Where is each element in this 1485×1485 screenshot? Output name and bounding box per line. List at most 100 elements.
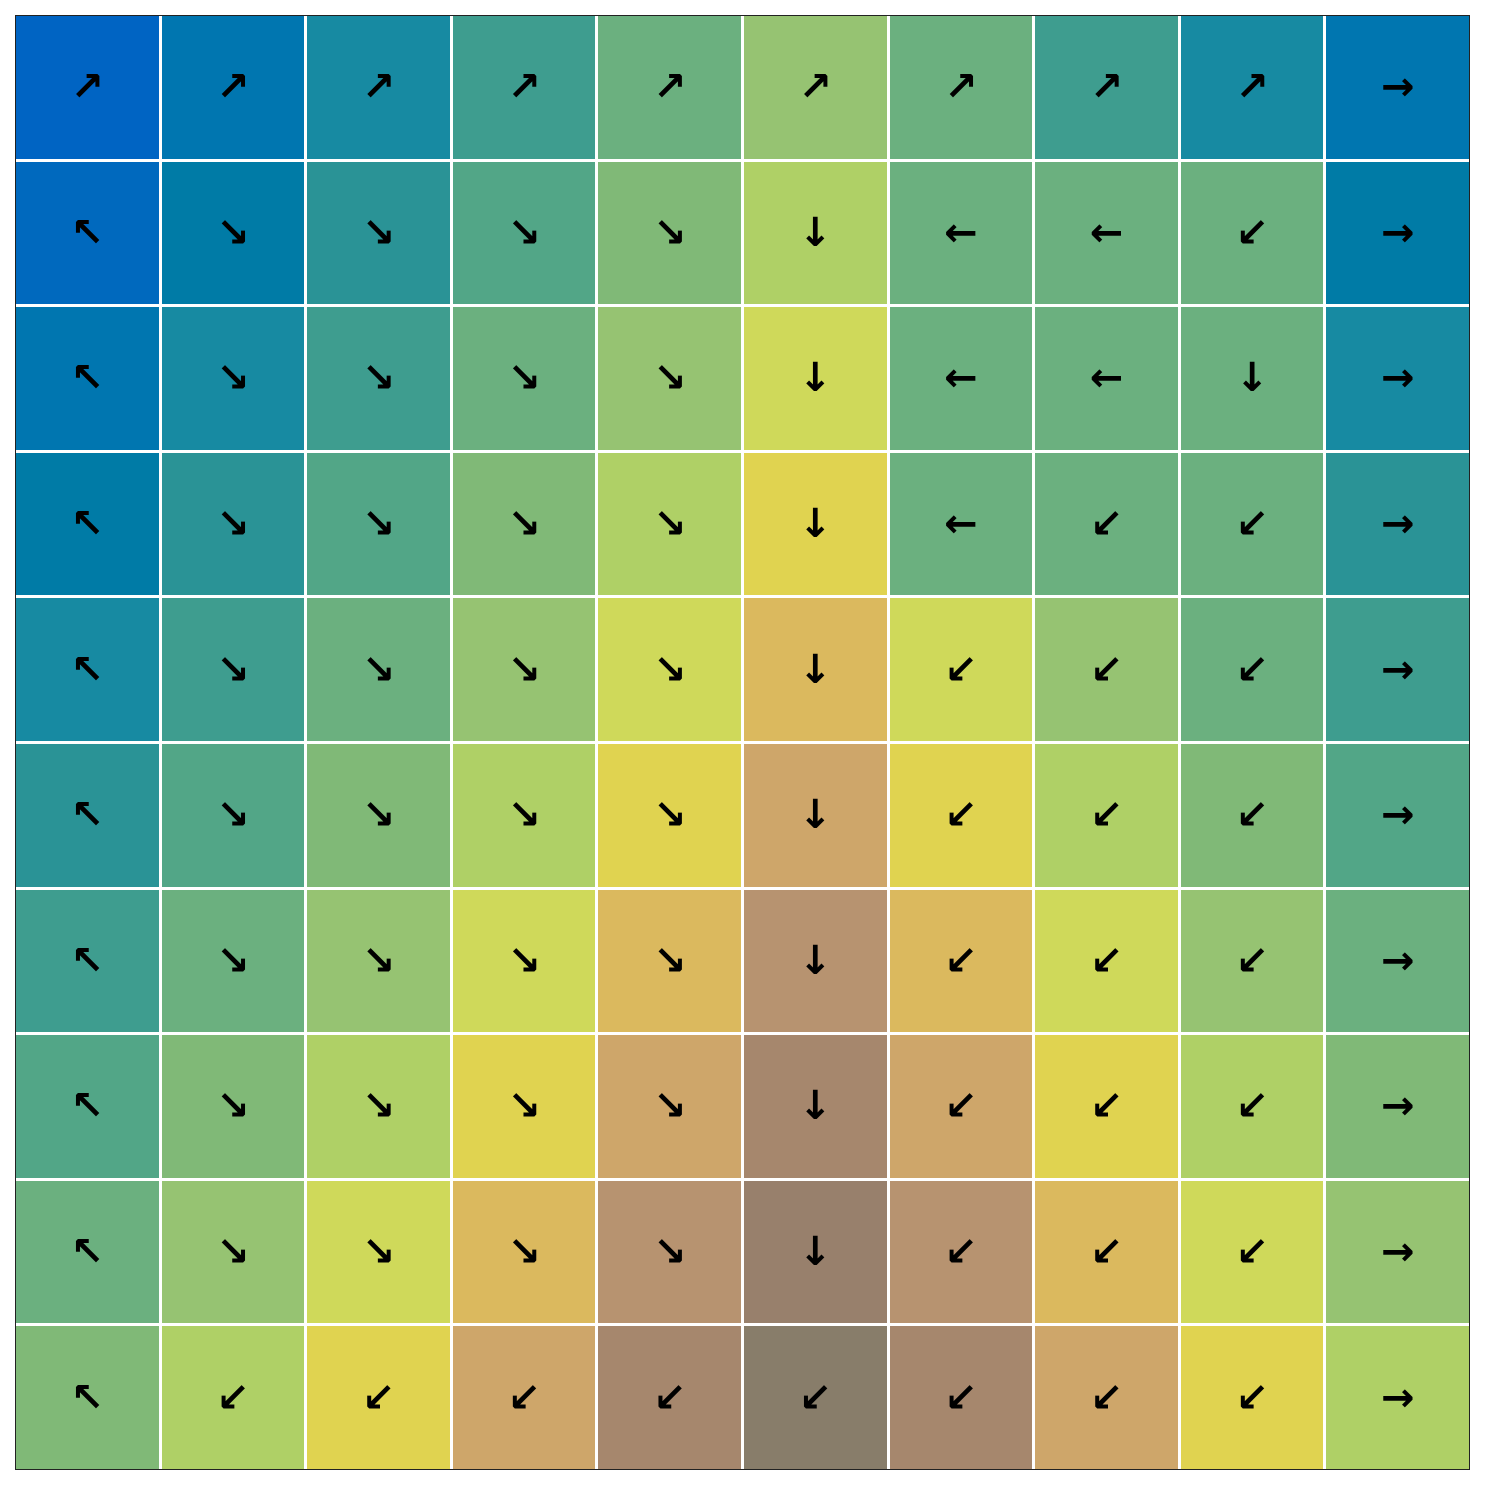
arrow-icon: ↖ xyxy=(70,937,105,984)
arrow-icon: ↘ xyxy=(652,1083,687,1130)
arrow-icon: ↗ xyxy=(944,64,978,111)
arrow-icon: → xyxy=(1380,646,1415,693)
grid-cell-r2-c9: → xyxy=(1326,307,1469,450)
grid-cell-r8-c9: → xyxy=(1326,1180,1469,1324)
arrow-icon: ↘ xyxy=(507,937,541,984)
grid-cell-r9-c9: → xyxy=(1326,1326,1469,1469)
arrow-icon: ↓ xyxy=(798,355,833,402)
grid-cell-r9-c5: ↙ xyxy=(744,1326,887,1469)
arrow-icon: ↘ xyxy=(361,646,396,693)
grid-cell-r6-c2: ↘ xyxy=(307,889,450,1033)
arrow-icon: ↗ xyxy=(1235,64,1269,111)
grid-cell-r5-c8: ↙ xyxy=(1180,744,1324,887)
grid-cell-r4-c9: → xyxy=(1326,598,1469,741)
arrow-icon: ↙ xyxy=(1089,1374,1124,1421)
arrow-icon: → xyxy=(1380,64,1415,111)
grid-cell-r8-c0: ↖ xyxy=(16,1180,159,1324)
arrow-icon: ↗ xyxy=(652,64,687,111)
grid-cell-r5-c7: ↙ xyxy=(1035,744,1178,887)
grid-cell-r1-c5: ↓ xyxy=(744,161,887,305)
grid-cell-r7-c7: ↙ xyxy=(1035,1035,1178,1178)
grid-cell-r7-c5: ↓ xyxy=(744,1035,887,1178)
grid-cell-r2-c1: ↘ xyxy=(161,307,305,450)
arrow-icon: ↘ xyxy=(361,355,396,402)
arrow-icon: ↙ xyxy=(944,1083,978,1130)
grid-cell-r1-c8: ↙ xyxy=(1180,161,1324,305)
arrow-icon: ↙ xyxy=(944,792,978,839)
arrow-icon: ↖ xyxy=(70,646,105,693)
grid-cell-r6-c9: → xyxy=(1326,889,1469,1033)
arrow-icon: ↗ xyxy=(798,64,833,111)
grid-cell-r4-c4: ↘ xyxy=(598,598,741,741)
arrow-icon: → xyxy=(1380,501,1415,548)
grid-cell-r2-c0: ↖ xyxy=(16,307,159,450)
arrow-icon: ↙ xyxy=(1089,937,1124,984)
arrow-icon: ↗ xyxy=(361,64,396,111)
arrow-icon: ← xyxy=(1089,209,1124,256)
grid-cell-r7-c6: ↙ xyxy=(889,1035,1033,1178)
arrow-icon: → xyxy=(1380,1083,1415,1130)
arrow-icon: ↘ xyxy=(507,792,541,839)
arrow-icon: → xyxy=(1380,1374,1415,1421)
arrow-icon: ↓ xyxy=(798,792,833,839)
grid-cell-r8-c1: ↘ xyxy=(161,1180,305,1324)
arrow-icon: ↖ xyxy=(70,209,105,256)
grid-cell-r0-c4: ↗ xyxy=(598,16,741,159)
grid-cell-r9-c3: ↙ xyxy=(452,1326,596,1469)
arrow-icon: ↘ xyxy=(216,501,250,548)
arrow-icon: ↙ xyxy=(1235,792,1269,839)
grid-cell-r4-c3: ↘ xyxy=(452,598,596,741)
grid-cell-r4-c8: ↙ xyxy=(1180,598,1324,741)
grid-cell-r5-c3: ↘ xyxy=(452,744,596,887)
grid-cell-r8-c8: ↙ xyxy=(1180,1180,1324,1324)
arrow-icon: ↙ xyxy=(1235,209,1269,256)
grid-cell-r3-c7: ↙ xyxy=(1035,452,1178,596)
grid-cell-r9-c2: ↙ xyxy=(307,1326,450,1469)
grid-cell-r6-c1: ↘ xyxy=(161,889,305,1033)
grid-cell-r4-c2: ↘ xyxy=(307,598,450,741)
arrow-icon: ↓ xyxy=(798,1229,833,1276)
arrow-icon: ↘ xyxy=(507,1229,541,1276)
grid-cell-r7-c2: ↘ xyxy=(307,1035,450,1178)
grid-cell-r8-c5: ↓ xyxy=(744,1180,887,1324)
grid-cell-r2-c7: ← xyxy=(1035,307,1178,450)
arrow-icon: ↗ xyxy=(507,64,541,111)
arrow-icon: ↙ xyxy=(944,646,978,693)
arrow-icon: ↘ xyxy=(216,792,250,839)
grid-cell-r1-c3: ↘ xyxy=(452,161,596,305)
arrow-icon: ↘ xyxy=(361,792,396,839)
arrow-icon: ↘ xyxy=(652,355,687,402)
grid-cell-r2-c3: ↘ xyxy=(452,307,596,450)
arrow-icon: ← xyxy=(1089,355,1124,402)
arrow-icon: ↘ xyxy=(361,209,396,256)
arrow-icon: ↙ xyxy=(1235,1083,1269,1130)
grid-cell-r7-c0: ↖ xyxy=(16,1035,159,1178)
grid-cell-r6-c5: ↓ xyxy=(744,889,887,1033)
grid-cell-r3-c0: ↖ xyxy=(16,452,159,596)
arrow-icon: ↘ xyxy=(652,646,687,693)
grid-cell-r0-c0: ↗ xyxy=(16,16,159,159)
arrow-icon: ↙ xyxy=(216,1374,250,1421)
grid-cell-r0-c2: ↗ xyxy=(307,16,450,159)
arrow-icon: ← xyxy=(944,501,978,548)
arrow-icon: ↙ xyxy=(1235,646,1269,693)
grid-cell-r8-c3: ↘ xyxy=(452,1180,596,1324)
grid-cell-r7-c1: ↘ xyxy=(161,1035,305,1178)
arrow-icon: ↓ xyxy=(798,646,833,693)
grid-cell-r8-c4: ↘ xyxy=(598,1180,741,1324)
arrow-icon: ↙ xyxy=(944,1374,978,1421)
arrow-icon: ↙ xyxy=(1235,501,1269,548)
arrow-icon: ↘ xyxy=(216,937,250,984)
grid-cell-r2-c8: ↓ xyxy=(1180,307,1324,450)
grid-cell-r0-c6: ↗ xyxy=(889,16,1033,159)
arrow-icon: ↘ xyxy=(652,209,687,256)
arrow-icon: ← xyxy=(944,209,978,256)
arrow-icon: ↙ xyxy=(507,1374,541,1421)
arrow-icon: ↖ xyxy=(70,1374,105,1421)
grid-cell-r5-c6: ↙ xyxy=(889,744,1033,887)
grid-cell-r0-c7: ↗ xyxy=(1035,16,1178,159)
grid-cell-r4-c1: ↘ xyxy=(161,598,305,741)
arrow-icon: ↘ xyxy=(216,646,250,693)
grid-cell-r1-c2: ↘ xyxy=(307,161,450,305)
arrow-icon: ↓ xyxy=(798,209,833,256)
